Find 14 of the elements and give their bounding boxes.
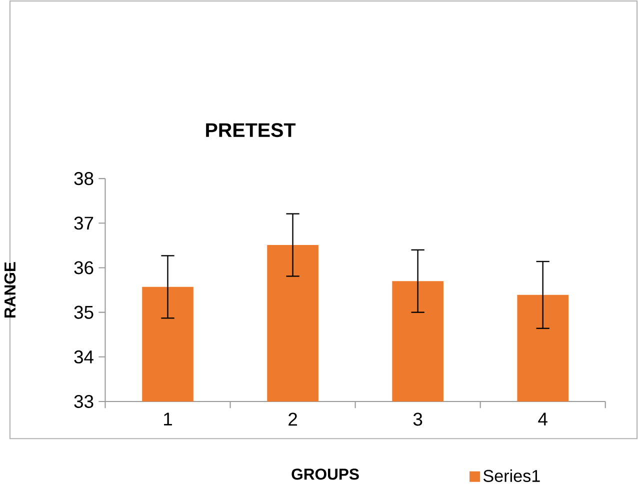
y-tick-label: 36	[74, 261, 94, 274]
x-tick-label: 3	[413, 412, 422, 426]
y-tick-label: 37	[74, 216, 94, 230]
x-axis-title: GROUPS	[292, 468, 359, 480]
chart-title: PRETEST	[206, 123, 296, 138]
y-tick-label: 34	[74, 350, 94, 364]
y-axis-title: RANGE	[4, 262, 16, 318]
y-tick-label: 33	[74, 394, 94, 408]
x-tick-label: 4	[538, 412, 548, 426]
x-tick-label: 2	[288, 412, 297, 426]
x-tick-label: 1	[164, 412, 172, 426]
legend-label: Series1	[483, 469, 540, 482]
y-tick-label: 35	[74, 306, 94, 319]
y-tick-label: 38	[74, 172, 94, 186]
